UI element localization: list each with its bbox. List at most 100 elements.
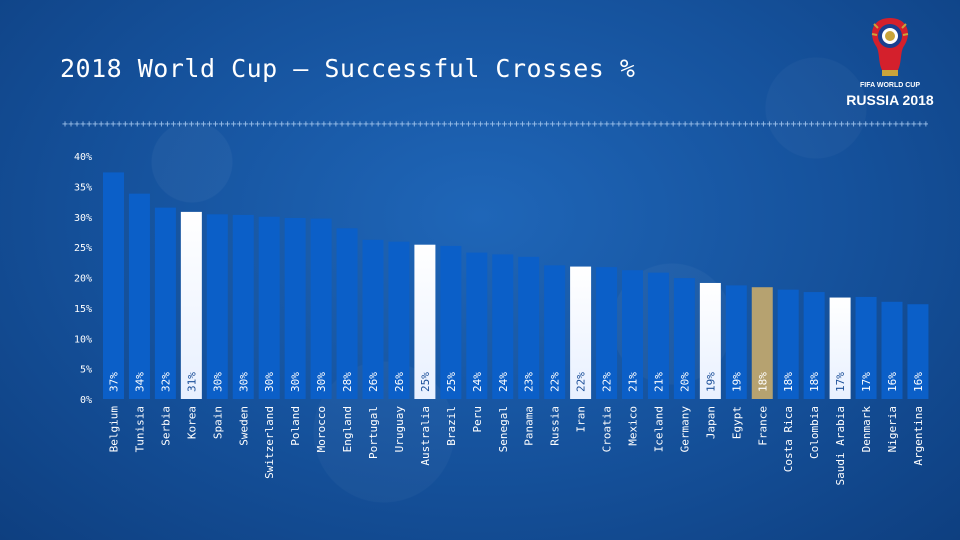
- data-label: 19%: [704, 372, 717, 392]
- world-cup-trophy-emblem-icon: [871, 18, 909, 76]
- y-tick-label: 40%: [74, 152, 92, 163]
- data-label: 22%: [575, 372, 588, 392]
- bar-serbia: [154, 207, 176, 399]
- x-tick-label: Costa Rica: [782, 406, 795, 472]
- x-tick-label: Switzerland: [263, 406, 276, 479]
- bar-poland: [284, 217, 306, 399]
- x-tick-label: Serbia: [159, 406, 172, 446]
- x-tick-label: Croatia: [601, 406, 614, 452]
- data-labels-group: 37% 34% 32% 31% 30% 30% 30% 30% 30% 28% 26% 26% 25% 2…: [108, 372, 925, 392]
- logo-fifa-text: FIFA WORLD CUP: [859, 82, 920, 89]
- bar-japan: [699, 282, 721, 399]
- slide-title: 2018 World Cup – Successful Crosses %: [60, 54, 636, 83]
- y-tick-label: 0%: [80, 395, 92, 406]
- bar-germany: [673, 278, 695, 399]
- x-tick-label: Morocco: [315, 406, 328, 452]
- data-label: 24%: [471, 372, 484, 392]
- data-label: 22%: [601, 372, 614, 392]
- data-label: 18%: [808, 372, 821, 392]
- data-label: 30%: [237, 372, 250, 392]
- data-label: 18%: [782, 372, 795, 392]
- bar-korea: [180, 211, 202, 399]
- x-tick-label: Belgium: [108, 406, 121, 453]
- x-tick-label: Russia: [549, 406, 562, 446]
- data-label: 28%: [341, 372, 354, 392]
- bar-argentina: [907, 304, 929, 399]
- data-label: 24%: [497, 372, 510, 392]
- data-label: 21%: [652, 372, 665, 392]
- bars-group: [103, 172, 929, 399]
- x-tick-label: Sweden: [237, 406, 250, 446]
- data-label: 30%: [211, 372, 224, 392]
- x-tick-label: Iceland: [652, 406, 665, 452]
- data-label: 21%: [627, 372, 640, 392]
- title-divider: ++++++++++++++++++++++++++++++++++++++++…: [62, 119, 928, 130]
- world-cup-logo: FIFA WORLD CUP RUSSIA 2018: [842, 14, 938, 114]
- x-tick-label: Senegal: [497, 406, 510, 452]
- bar-england: [336, 228, 358, 399]
- bar-egypt: [725, 285, 747, 399]
- bar-spain: [206, 214, 228, 399]
- bar-russia: [544, 265, 566, 399]
- data-label: 17%: [860, 372, 873, 392]
- bar-saudi-arabia: [829, 297, 851, 399]
- x-tick-label: Argentina: [912, 406, 925, 466]
- x-tick-label: Spain: [211, 406, 224, 439]
- x-tick-label: Poland: [289, 406, 302, 446]
- x-tick-label: Tunisia: [133, 406, 146, 452]
- x-tick-label: Panama: [523, 406, 536, 446]
- bar-uruguay: [388, 241, 410, 399]
- data-label: 26%: [367, 372, 380, 392]
- x-tick-label: Iran: [575, 406, 588, 433]
- data-label: 30%: [289, 372, 302, 392]
- data-label: 16%: [886, 372, 899, 392]
- y-axis: 0% 5% 10% 15% 20% 25% 30% 35% 40%: [74, 152, 92, 406]
- bar-mexico: [622, 270, 643, 399]
- logo-russia-text: RUSSIA 2018: [846, 92, 934, 108]
- y-tick-label: 5%: [80, 365, 92, 376]
- bar-denmark: [855, 296, 877, 399]
- data-label: 20%: [678, 372, 691, 392]
- bar-iceland: [647, 272, 669, 399]
- bar-croatia: [596, 267, 618, 399]
- x-tick-label: Korea: [185, 406, 198, 439]
- x-tick-label: Egypt: [730, 406, 743, 439]
- x-tick-label: Denmark: [860, 406, 873, 453]
- x-tick-label: Brazil: [445, 406, 458, 446]
- x-axis-labels: Belgium Tunisia Serbia Korea Spain Sweden Swit…: [108, 406, 925, 486]
- bar-morocco: [310, 218, 332, 399]
- x-tick-label: Peru: [471, 406, 484, 433]
- bar-sweden: [232, 214, 254, 399]
- y-tick-label: 25%: [74, 243, 92, 254]
- y-tick-label: 15%: [74, 304, 92, 315]
- bar-belgium: [103, 172, 124, 399]
- data-label: 32%: [159, 372, 172, 392]
- x-tick-label: Mexico: [627, 406, 640, 446]
- x-tick-label: England: [341, 406, 354, 452]
- data-label: 23%: [523, 372, 536, 392]
- bar-iran: [570, 266, 592, 399]
- data-label: 22%: [549, 372, 562, 392]
- bar-portugal: [362, 239, 384, 399]
- bar-costa-rica: [777, 289, 799, 399]
- bar-peru: [466, 252, 488, 399]
- y-tick-label: 10%: [74, 334, 92, 345]
- data-label: 30%: [263, 372, 276, 392]
- bar-brazil: [440, 245, 462, 399]
- data-label: 37%: [108, 372, 121, 392]
- x-tick-label: Colombia: [808, 406, 821, 459]
- data-label: 34%: [133, 372, 146, 392]
- x-tick-label: Japan: [704, 406, 717, 439]
- data-label: 19%: [730, 372, 743, 392]
- bar-senegal: [492, 254, 514, 399]
- data-label: 18%: [756, 372, 769, 392]
- bar-nigeria: [881, 301, 903, 399]
- data-label: 26%: [393, 372, 406, 392]
- bar-tunisia: [128, 193, 150, 399]
- data-label: 31%: [185, 372, 198, 392]
- data-label: 25%: [419, 372, 432, 392]
- y-tick-label: 30%: [74, 213, 92, 224]
- data-label: 16%: [912, 372, 925, 392]
- x-tick-label: Saudi Arabia: [834, 406, 847, 485]
